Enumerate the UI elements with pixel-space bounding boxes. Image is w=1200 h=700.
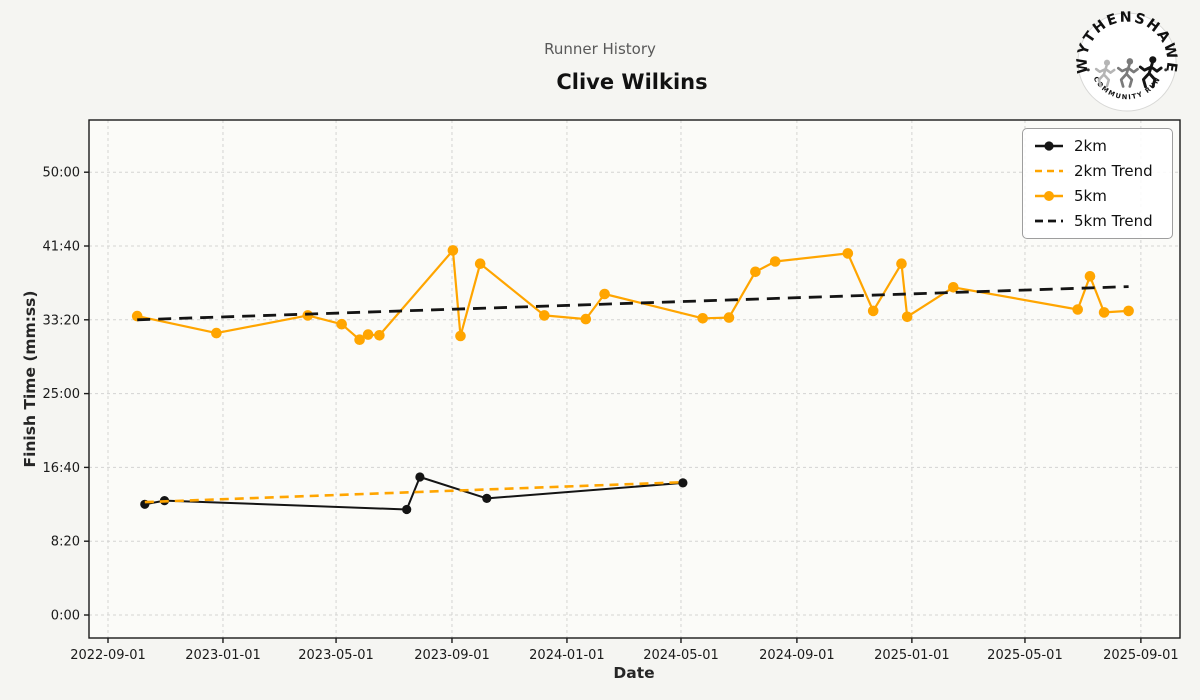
- series-5km-data-point: [1098, 307, 1110, 318]
- y-tick-label: 33:20: [43, 313, 80, 328]
- series-5km-data-point: [867, 305, 879, 317]
- plot-area: [89, 120, 1180, 638]
- series-5km-data-point: [1084, 271, 1096, 282]
- series-5km-data-point: [599, 288, 610, 300]
- series-5km-data-point: [948, 282, 959, 293]
- legend: 2km 2km Trend 5km 5km Trend: [1022, 128, 1173, 239]
- legend-label-5km: 5km: [1074, 187, 1107, 205]
- x-tick-label: 2024-05-01: [643, 648, 719, 663]
- x-axis-label: Date: [613, 664, 655, 682]
- legend-sample-2km-line-icon: [1035, 141, 1063, 151]
- series-5km-data-point: [901, 311, 913, 323]
- runner-silhouette-light: [1094, 59, 1116, 88]
- series-5km-data-point: [362, 329, 374, 340]
- x-tick-label: 2023-09-01: [414, 648, 490, 663]
- series-5km-data-point: [750, 266, 761, 278]
- x-tick-label: 2024-01-01: [529, 648, 605, 663]
- y-tick-label: 25:00: [43, 387, 80, 402]
- series-5km-data-point: [539, 310, 550, 321]
- series-5km-data-point: [336, 318, 348, 330]
- series-5km-data-point: [697, 313, 708, 324]
- series-5km-data-point: [769, 256, 781, 267]
- club-logo-badge: WYTHENSHAWE COMMUNITY RUN: [1074, 10, 1178, 112]
- series-5km-data-point: [580, 313, 592, 325]
- club-logo: WYTHENSHAWE COMMUNITY RUN: [1074, 10, 1178, 113]
- chart-subtitle: Runner History: [544, 40, 656, 58]
- y-tick-label: 16:40: [43, 461, 80, 476]
- logo-right-dot: [1164, 68, 1168, 72]
- legend-label-2km: 2km: [1074, 137, 1107, 155]
- x-tick-label: 2024-09-01: [759, 648, 835, 663]
- series-2km-data-point: [402, 504, 412, 515]
- y-tick-label: 8:20: [51, 535, 80, 550]
- x-tick-label: 2025-01-01: [874, 648, 950, 663]
- series-5km-data-point: [447, 245, 459, 256]
- x-tick-label: 2025-09-01: [1103, 648, 1179, 663]
- logo-left-dot: [1086, 68, 1090, 72]
- legend-label-2km-trend: 2km Trend: [1074, 162, 1153, 180]
- x-tick-label: 2025-05-01: [987, 648, 1063, 663]
- series-5km-data-point: [211, 327, 222, 339]
- series-5km-data-point: [842, 248, 854, 259]
- plot-border: [88, 119, 1181, 639]
- series-5km-data-point: [723, 312, 735, 323]
- legend-item-5km-trend: 5km Trend: [1033, 212, 1162, 230]
- legend-item-5km: 5km: [1033, 187, 1162, 205]
- legend-label-5km-trend: 5km Trend: [1074, 212, 1153, 230]
- y-tick-label: 50:00: [43, 166, 80, 181]
- runner-silhouette-mid: [1116, 58, 1139, 88]
- y-tick-label: 41:40: [43, 240, 80, 255]
- legend-sample-2km-trend-dash-icon: [1035, 169, 1063, 173]
- series-5km-data-point: [474, 258, 486, 270]
- runner-silhouette-dark: [1138, 56, 1163, 89]
- series-2km-data-point: [415, 472, 425, 482]
- series-5km-data-point: [1072, 304, 1083, 315]
- series-5km-data-point: [374, 330, 385, 341]
- legend-item-2km-trend: 2km Trend: [1033, 162, 1162, 180]
- series-5km-data-point: [455, 330, 466, 342]
- runner-name-title: Clive Wilkins: [556, 70, 708, 94]
- series-2km-data-point: [482, 493, 492, 503]
- x-tick-label: 2022-09-01: [70, 648, 146, 663]
- x-tick-label: 2023-05-01: [298, 648, 374, 663]
- y-axis-label: Finish Time (mm:ss): [21, 290, 39, 468]
- legend-sample-5km-trend-dash-icon: [1035, 219, 1063, 223]
- series-5km-data-point: [354, 334, 365, 346]
- x-tick-label: 2023-01-01: [185, 648, 261, 663]
- series-5km-data-point: [1123, 305, 1134, 317]
- legend-item-2km: 2km: [1033, 137, 1162, 155]
- series-5km-trend-line: [137, 285, 1129, 322]
- legend-sample-5km-line-icon: [1035, 191, 1063, 201]
- series-2km-data-point: [678, 478, 688, 488]
- series-5km-data-point: [896, 258, 907, 270]
- y-tick-label: 0:00: [51, 609, 80, 624]
